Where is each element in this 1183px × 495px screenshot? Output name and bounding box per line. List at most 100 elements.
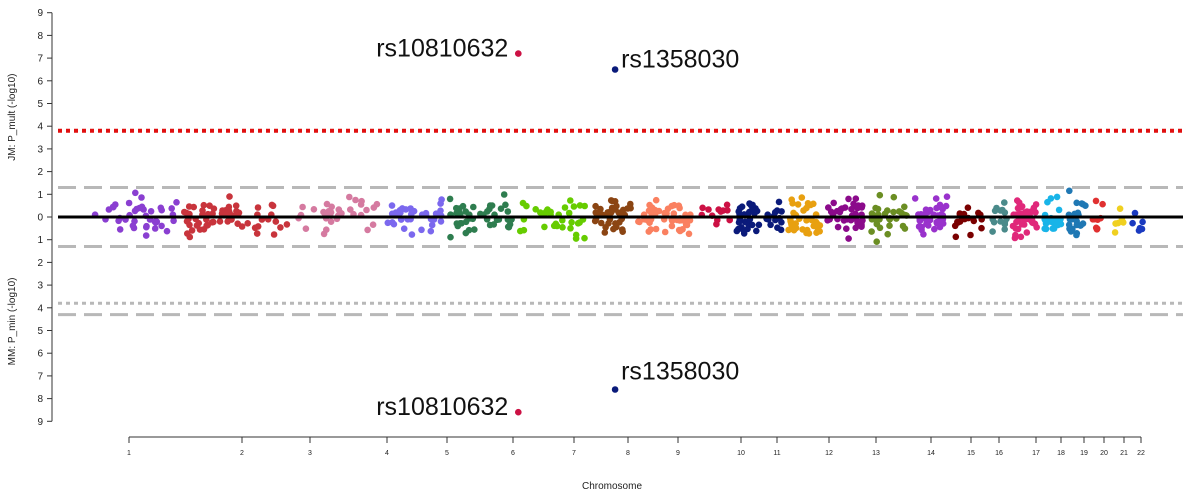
x-tick-label: 18 (1057, 450, 1065, 457)
snp-label-rs10810632: rs10810632 (376, 393, 508, 421)
y-tick-label: 4 (37, 122, 43, 133)
snp-point-chr11 (787, 217, 794, 225)
x-axis-label: Chromosome (582, 481, 642, 492)
snp-point-chr4 (437, 200, 444, 207)
snp-point-chr5 (497, 205, 505, 212)
snp-point-chr11 (805, 230, 813, 237)
snp-point-chr14 (936, 203, 944, 211)
snp-point-chr8 (661, 209, 668, 217)
snp-point-chr6 (541, 223, 548, 231)
snp-point-chr15 (970, 217, 978, 225)
snp-point-chr3 (346, 193, 353, 201)
snp-point-chr11 (810, 200, 817, 208)
snp-point-chr8 (686, 217, 694, 224)
snp-point-chr22 (1136, 224, 1144, 232)
snp-label-rs1358030: rs1358030 (621, 358, 739, 386)
snp-point-chr1 (158, 222, 165, 230)
snp-point-chr14 (915, 223, 923, 230)
snp-point-chr2 (185, 203, 193, 210)
y-tick-label: 0 (37, 213, 43, 224)
snp-point-chr8 (635, 218, 642, 225)
snp-point-chr5 (471, 226, 478, 233)
annotated-snp-point (611, 66, 619, 73)
y-tick-label: 4 (37, 303, 43, 314)
snp-point-chr7 (610, 225, 617, 233)
snp-point-chr12 (843, 225, 850, 232)
snp-point-chr1 (168, 205, 175, 212)
snp-point-chr1 (125, 199, 133, 207)
snp-point-chr18 (1041, 225, 1048, 232)
snp-point-chr20 (1099, 200, 1106, 208)
snp-point-chr1 (132, 189, 139, 197)
snp-point-chr3 (320, 230, 328, 238)
snp-point-chr2 (244, 220, 251, 227)
snp-point-chr2 (188, 227, 196, 234)
snp-point-chr20 (1093, 225, 1101, 232)
snp-point-chr5 (502, 201, 509, 209)
snp-point-chr8 (661, 228, 669, 236)
snp-point-chr10 (738, 224, 745, 231)
snp-point-chr1 (136, 204, 143, 212)
snp-point-chr3 (369, 221, 377, 228)
snp-point-chr2 (277, 224, 284, 231)
snp-point-chr6 (570, 203, 578, 210)
snp-point-chr16 (1001, 220, 1009, 228)
snp-point-chr3 (357, 201, 365, 208)
snp-point-chr1 (151, 218, 159, 225)
snp-point-chr1 (170, 217, 177, 225)
y-tick-label: 5 (37, 326, 43, 337)
snp-point-chr6 (572, 231, 580, 239)
snp-point-chr13 (901, 225, 909, 232)
snp-point-chr17 (1014, 225, 1022, 233)
snp-point-chr12 (840, 217, 848, 224)
snp-point-chr2 (254, 204, 262, 211)
snp-point-chr11 (813, 220, 821, 227)
snp-point-chr13 (881, 210, 889, 218)
snp-point-chr11 (804, 200, 812, 207)
snp-point-chr17 (1014, 204, 1022, 212)
snp-point-chr22 (1131, 209, 1139, 217)
snp-point-chr5 (470, 203, 477, 211)
snp-point-chr10 (748, 221, 756, 229)
snp-point-chr13 (901, 203, 908, 211)
snp-point-chr3 (370, 204, 378, 211)
x-tick-label: 15 (967, 450, 975, 457)
snp-point-chr10 (753, 227, 760, 235)
snp-point-chr5 (505, 223, 513, 231)
x-tick-label: 16 (995, 450, 1003, 457)
snp-point-chr14 (920, 231, 927, 238)
x-tick-label: 3 (308, 450, 312, 457)
snp-point-chr12 (845, 235, 852, 242)
snp-point-chr10 (775, 198, 783, 206)
snp-point-chr11 (800, 207, 807, 214)
y-tick-label: 9 (37, 417, 43, 428)
snp-point-chr15 (967, 231, 974, 239)
snp-point-chr2 (184, 230, 191, 237)
snp-point-chr14 (943, 193, 951, 200)
y-tick-label: 2 (37, 258, 43, 269)
snp-point-chr8 (648, 210, 655, 217)
x-tick-label: 2 (240, 450, 244, 457)
snp-point-chr19 (1073, 230, 1081, 237)
snp-point-chr3 (364, 226, 371, 234)
snp-point-chr4 (437, 218, 445, 225)
snp-point-chr13 (868, 228, 875, 235)
snp-point-chr19 (1077, 222, 1085, 229)
snp-point-chr2 (226, 193, 233, 200)
snp-point-chr19 (1078, 200, 1086, 207)
snp-point-chr1 (138, 194, 145, 201)
y-tick-label: 1 (37, 235, 43, 246)
snp-point-chr5 (459, 202, 467, 210)
snp-point-chr4 (418, 226, 425, 234)
y-tick-label: 1 (37, 190, 43, 201)
snp-point-chr20 (1092, 197, 1100, 205)
snp-point-chr3 (335, 206, 343, 213)
y-axis: 9 8 7 6 5 4 3 2 1 0 1 2 3 4 5 6 7 8 9 (37, 8, 53, 428)
annotated-snp-point (515, 50, 522, 57)
snp-point-chr21 (1112, 220, 1119, 227)
snp-point-chr19 (1074, 209, 1082, 217)
snp-point-chr7 (592, 202, 599, 210)
snp-point-chr16 (1001, 226, 1008, 233)
snp-point-chr16 (997, 207, 1004, 214)
snp-point-chr15 (952, 233, 960, 241)
